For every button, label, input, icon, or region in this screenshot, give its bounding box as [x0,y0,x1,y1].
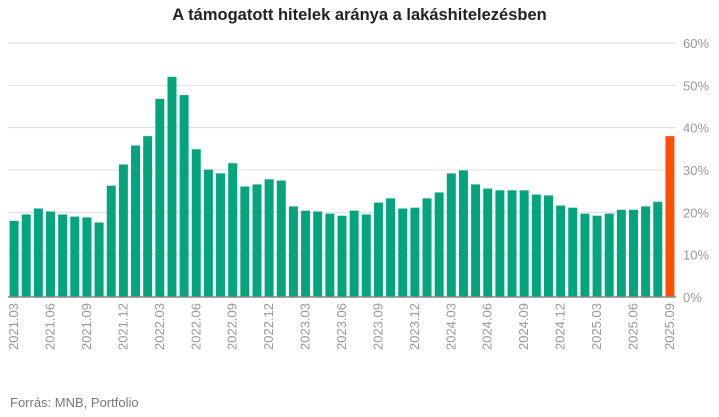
bar-2025.03 [592,215,602,297]
bar-2025.01 [568,207,578,297]
bar-2022.06 [191,149,201,297]
bar-2025.05 [616,209,626,297]
x-tick-label: 2022.09 [225,303,240,350]
x-tick-label: 2021.06 [43,303,58,350]
bar-2021.09 [82,217,92,297]
bar-2024.02 [434,192,444,297]
bar-2025.04 [604,213,614,297]
x-tick-label: 2023.03 [298,303,313,350]
bar-2021.12 [118,164,128,297]
x-tick-label: 2023.09 [370,303,385,350]
bar-2023.03 [301,210,311,297]
y-tick-label: 10% [683,248,709,263]
bar-2024.01 [422,198,432,297]
bar-2024.07 [495,190,505,297]
y-tick-label: 60% [683,36,709,51]
x-tick-label: 2021.03 [6,303,21,350]
y-tick-label: 30% [683,163,709,178]
bar-2023.12 [410,207,420,297]
x-tick-label: 2022.06 [188,303,203,350]
bar-2025.09 [665,136,675,297]
x-tick-label: 2024.09 [516,303,531,350]
x-tick-label: 2023.06 [334,303,349,350]
bar-2022.11 [252,184,262,297]
y-tick-label: 50% [683,78,709,93]
bar-2021.03 [9,220,19,297]
bar-2022.03 [155,98,165,297]
x-tick-label: 2025.09 [662,303,677,350]
bar-2022.08 [216,173,226,297]
bar-2023.06 [337,215,347,297]
bar-2024.12 [556,205,566,297]
bar-2025.08 [653,201,663,297]
x-tick-label: 2024.06 [480,303,495,350]
bar-2021.08 [70,216,80,297]
bar-2022.05 [179,95,189,297]
source-note: Forrás: MNB, Portfolio [10,395,139,410]
bar-2021.11 [106,185,116,297]
bar-2024.04 [458,170,468,297]
bar-2024.10 [531,194,541,297]
bar-2021.10 [94,222,104,297]
x-tick-label: 2025.06 [625,303,640,350]
bar-2021.04 [21,214,31,297]
bar-2022.02 [143,136,153,297]
bar-2021.05 [33,208,43,297]
bar-2023.11 [398,208,408,297]
bar-2023.01 [276,180,286,297]
bar-2021.06 [46,211,56,297]
bar-2022.01 [131,145,141,297]
bar-2022.10 [240,186,250,297]
x-tick-label: 2022.03 [152,303,167,350]
bar-2025.06 [628,209,638,297]
bar-2022.04 [167,76,177,297]
x-tick-label: 2022.12 [261,303,276,350]
bar-2023.10 [386,198,396,297]
bar-2024.08 [507,190,517,297]
bar-2024.03 [446,173,456,297]
bar-2022.09 [228,163,238,297]
bar-2024.05 [471,184,481,297]
bar-2023.04 [313,211,323,297]
x-tick-label: 2021.12 [115,303,130,350]
x-tick-label: 2021.09 [79,303,94,350]
x-tick-label: 2023.12 [407,303,422,350]
y-tick-label: 20% [683,205,709,220]
bar-2023.07 [349,210,359,297]
x-tick-label: 2025.03 [589,303,604,350]
y-tick-label: 40% [683,121,709,136]
bar-2021.07 [58,214,68,297]
bar-2022.07 [203,169,213,297]
bar-2025.07 [641,206,651,297]
bar-2023.08 [361,214,371,297]
chart-title: A támogatott hitelek aránya a lakáshitel… [172,6,547,24]
bar-2022.12 [264,179,274,297]
bar-2025.02 [580,213,590,297]
bar-2023.09 [373,202,383,297]
bar-2023.02 [288,206,298,297]
bar-2024.11 [543,195,553,297]
bar-2024.09 [519,190,529,297]
bar-2024.06 [483,188,493,297]
x-tick-label: 2024.12 [553,303,568,350]
bar-2023.05 [325,213,335,297]
x-tick-label: 2024.03 [443,303,458,350]
y-tick-label: 0% [683,290,702,305]
